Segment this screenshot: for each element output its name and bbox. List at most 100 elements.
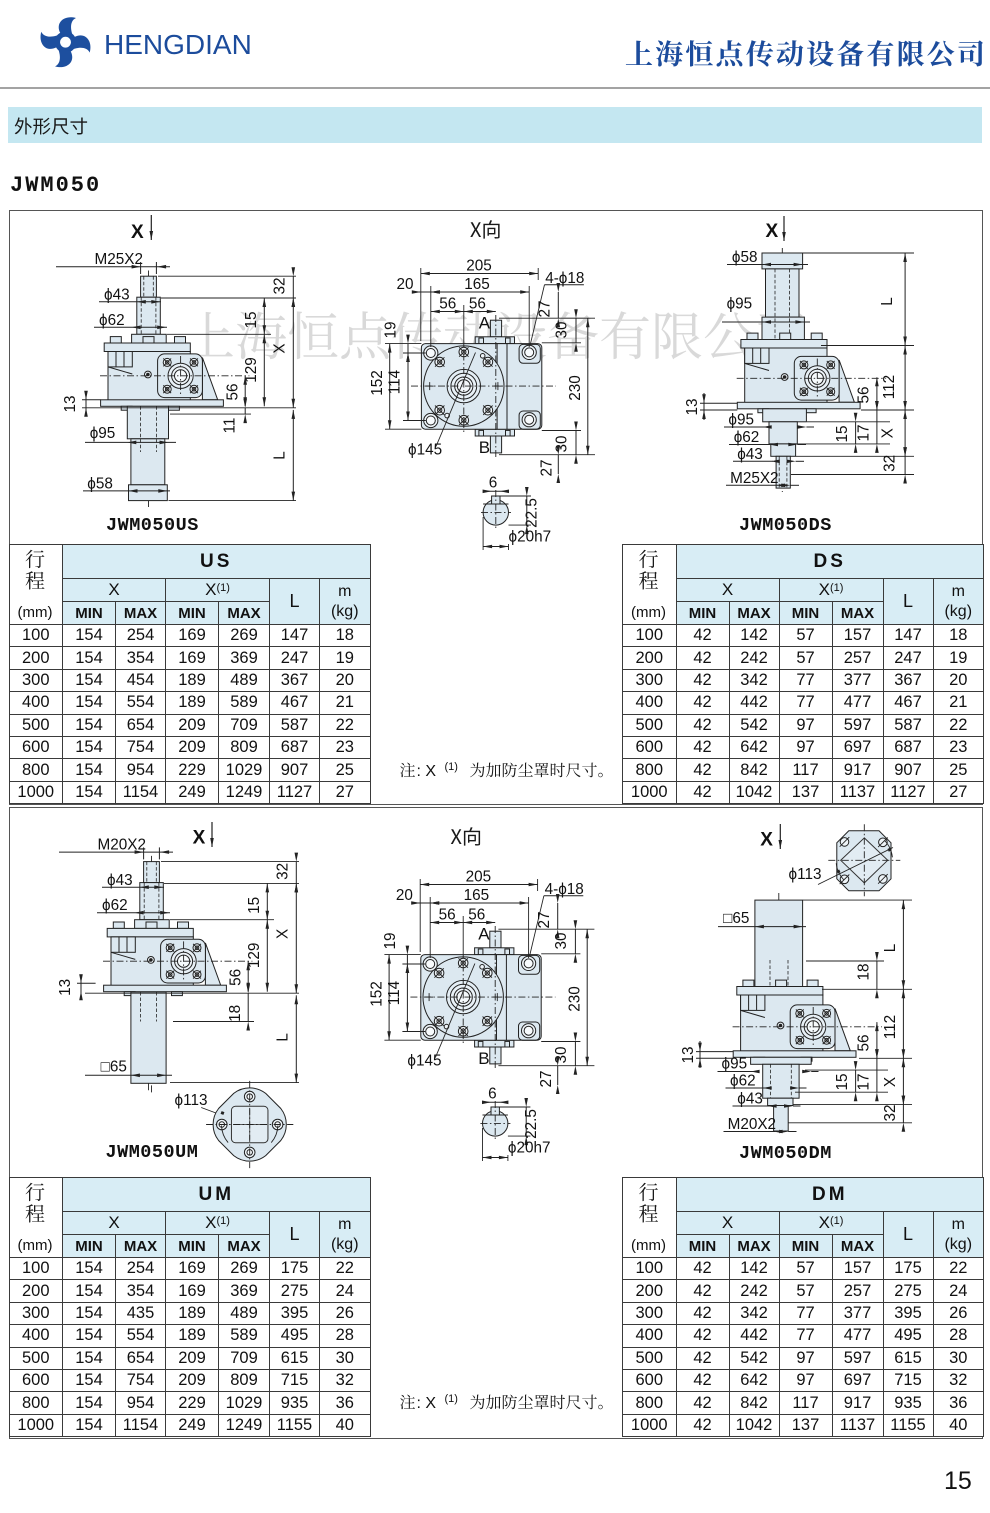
svg-text:ϕ62: ϕ62 xyxy=(102,897,128,914)
svg-text:ϕ62: ϕ62 xyxy=(730,1073,756,1090)
svg-text:30: 30 xyxy=(554,321,571,338)
svg-text:13: 13 xyxy=(57,979,74,996)
svg-text:L: L xyxy=(275,1033,292,1042)
svg-text:(mm): (mm) xyxy=(631,604,666,621)
svg-text:B: B xyxy=(478,1049,489,1068)
svg-text:X: X xyxy=(760,829,773,850)
svg-text:X: X xyxy=(882,1077,899,1087)
svg-text:56: 56 xyxy=(228,969,245,986)
svg-text:13: 13 xyxy=(680,1046,697,1063)
svg-text:M20X2: M20X2 xyxy=(728,1116,776,1133)
svg-text:ϕ62: ϕ62 xyxy=(99,312,125,329)
svg-text:32: 32 xyxy=(882,455,899,472)
svg-text:165: 165 xyxy=(464,276,490,293)
svg-text:X: X xyxy=(275,929,292,939)
svg-text:(mm): (mm) xyxy=(631,1237,666,1254)
svg-text:205: 205 xyxy=(466,869,492,886)
svg-text:27: 27 xyxy=(538,1070,555,1087)
svg-text:114: 114 xyxy=(386,980,403,1005)
svg-text:15: 15 xyxy=(834,1073,851,1090)
svg-text:X: X xyxy=(272,343,289,353)
svg-text:ϕ95: ϕ95 xyxy=(728,412,754,429)
svg-text:6: 6 xyxy=(489,475,498,492)
svg-text:4-ϕ18: 4-ϕ18 xyxy=(545,270,584,287)
svg-text:17: 17 xyxy=(855,1073,872,1090)
svg-text:ϕ20h7: ϕ20h7 xyxy=(509,529,552,546)
svg-text:114: 114 xyxy=(387,369,404,394)
svg-text:JWM050DM: JWM050DM xyxy=(739,1143,832,1164)
svg-text:32: 32 xyxy=(272,277,289,294)
svg-text:ϕ95: ϕ95 xyxy=(722,1056,748,1073)
svg-text:L: L xyxy=(272,451,289,460)
svg-text:19: 19 xyxy=(382,932,399,949)
svg-text:56: 56 xyxy=(439,296,456,313)
svg-text:ϕ95: ϕ95 xyxy=(727,296,753,313)
svg-text:56: 56 xyxy=(469,296,486,313)
svg-text:230: 230 xyxy=(566,986,583,1012)
svg-text:ϕ62: ϕ62 xyxy=(734,429,760,446)
svg-text:ϕ58: ϕ58 xyxy=(732,249,758,266)
svg-text:56: 56 xyxy=(468,907,485,924)
svg-text:11: 11 xyxy=(222,418,239,434)
svg-text:56: 56 xyxy=(855,1034,872,1051)
svg-text:ϕ95: ϕ95 xyxy=(90,425,116,442)
svg-text:ϕ58: ϕ58 xyxy=(87,476,113,493)
svg-text:152: 152 xyxy=(369,370,386,396)
svg-text:ϕ113: ϕ113 xyxy=(789,866,822,883)
svg-text:ϕ43: ϕ43 xyxy=(737,1091,763,1108)
svg-text:30: 30 xyxy=(553,1046,570,1063)
svg-text:6: 6 xyxy=(488,1086,497,1103)
svg-text:32: 32 xyxy=(275,863,292,880)
svg-text:27: 27 xyxy=(536,911,553,928)
svg-text:JWM050US: JWM050US xyxy=(106,515,199,536)
svg-text:32: 32 xyxy=(882,1104,899,1121)
svg-text:ϕ113: ϕ113 xyxy=(175,1092,208,1109)
svg-text:13: 13 xyxy=(62,395,79,412)
svg-text:129: 129 xyxy=(243,357,260,383)
svg-text:56: 56 xyxy=(225,383,242,400)
svg-text:(mm): (mm) xyxy=(18,604,53,621)
svg-text:129: 129 xyxy=(246,943,263,969)
svg-text:X: X xyxy=(880,428,897,438)
svg-text:56: 56 xyxy=(856,386,873,403)
svg-text:X: X xyxy=(193,828,206,849)
svg-text:L: L xyxy=(882,944,899,953)
svg-text:27: 27 xyxy=(539,459,556,476)
svg-text:ϕ43: ϕ43 xyxy=(104,286,130,303)
svg-text:ϕ145: ϕ145 xyxy=(407,1053,441,1070)
svg-text:JWM050DS: JWM050DS xyxy=(739,515,832,536)
svg-text:112: 112 xyxy=(882,1015,899,1039)
svg-text:152: 152 xyxy=(368,981,385,1007)
svg-text:X: X xyxy=(766,221,779,242)
svg-text:15: 15 xyxy=(243,311,260,328)
svg-text:30: 30 xyxy=(554,435,571,452)
svg-text:205: 205 xyxy=(466,258,492,275)
svg-text:19: 19 xyxy=(382,321,399,338)
svg-text:230: 230 xyxy=(567,375,584,401)
svg-text:□65: □65 xyxy=(723,910,749,927)
svg-text:22.5: 22.5 xyxy=(523,498,540,528)
svg-text:165: 165 xyxy=(464,887,490,904)
svg-text:: X: : X xyxy=(417,763,437,780)
svg-text:M25X2: M25X2 xyxy=(95,251,143,268)
svg-text:17: 17 xyxy=(856,424,873,441)
svg-text:ϕ43: ϕ43 xyxy=(107,872,133,889)
svg-text:L: L xyxy=(879,297,896,306)
svg-text:18: 18 xyxy=(855,963,872,980)
svg-text:ϕ145: ϕ145 xyxy=(408,442,442,459)
svg-text:56: 56 xyxy=(439,907,456,924)
svg-text:15: 15 xyxy=(834,425,851,442)
svg-text:4-ϕ18: 4-ϕ18 xyxy=(545,881,584,898)
svg-text:(mm): (mm) xyxy=(18,1237,53,1254)
svg-text:30: 30 xyxy=(553,932,570,949)
svg-text:20: 20 xyxy=(396,276,413,293)
svg-text:112: 112 xyxy=(881,375,898,399)
svg-text:B: B xyxy=(479,438,490,457)
svg-text:22.5: 22.5 xyxy=(523,1109,540,1139)
svg-text:18: 18 xyxy=(227,1005,244,1022)
svg-text:A: A xyxy=(479,314,491,333)
svg-text:20: 20 xyxy=(396,887,413,904)
svg-text:A: A xyxy=(478,925,490,944)
svg-text:(1): (1) xyxy=(445,1393,458,1405)
svg-text:ϕ43: ϕ43 xyxy=(737,446,763,463)
